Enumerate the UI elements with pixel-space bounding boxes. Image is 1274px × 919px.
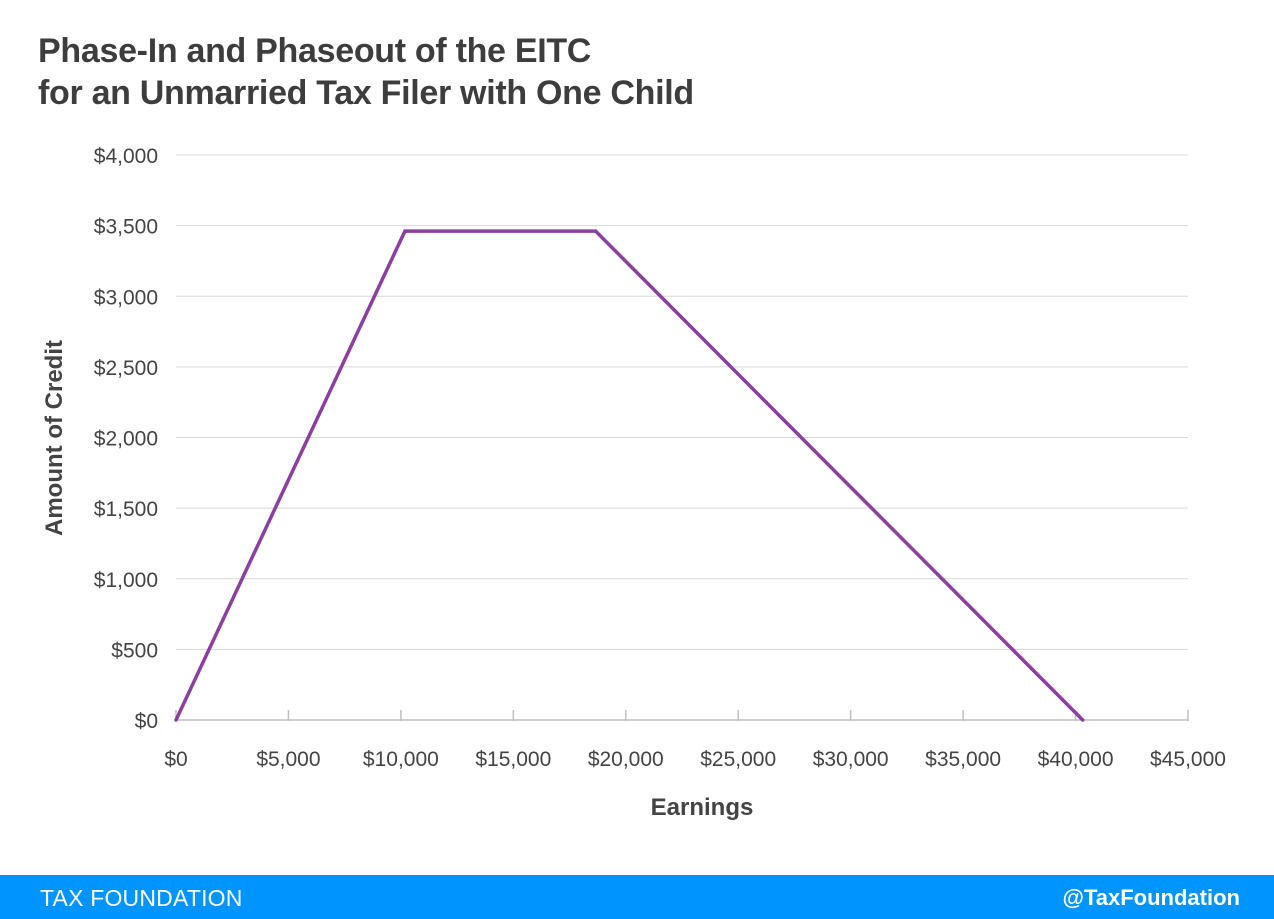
y-tick-label: $1,500 <box>94 498 158 521</box>
series-line <box>174 229 1085 722</box>
x-tick-label: $30,000 <box>813 748 889 771</box>
chart-title-line-2: for an Unmarried Tax Filer with One Chil… <box>38 74 694 112</box>
y-axis-label: Amount of Credit <box>41 340 68 536</box>
footer-bar: TAX FOUNDATION @TaxFoundation <box>0 875 1274 919</box>
footer-handle: @TaxFoundation <box>1062 885 1240 910</box>
x-tick-label: $15,000 <box>475 748 551 771</box>
x-tick-label: $20,000 <box>588 748 664 771</box>
y-tick-label: $4,000 <box>94 145 158 168</box>
x-tick-label: $10,000 <box>363 748 439 771</box>
y-tick-label: $1,000 <box>94 569 158 592</box>
x-axis-label: Earnings <box>651 794 754 821</box>
x-tick-label: $25,000 <box>700 748 776 771</box>
y-tick-label: $2,000 <box>94 428 158 451</box>
chart-title-line-1: Phase-In and Phaseout of the EITC <box>38 32 592 70</box>
y-tick-label: $500 <box>111 639 158 662</box>
series-layer <box>174 229 1085 722</box>
x-tick-label: $35,000 <box>925 748 1001 771</box>
x-axis <box>175 710 1189 721</box>
x-tick-label: $5,000 <box>256 748 320 771</box>
tick-labels: $0 $500 $1,000 $1,500 $2,000 $2,500 $3,000 $3,5… <box>94 145 1226 771</box>
chart-title: Phase-In and Phaseout of the EITC for an… <box>38 30 694 114</box>
y-tick-label: $3,500 <box>94 216 158 239</box>
y-tick-label: $0 <box>135 710 158 733</box>
x-tick-label: $0 <box>164 748 187 771</box>
footer-brand: TAX FOUNDATION <box>40 885 243 911</box>
x-tick-label: $45,000 <box>1150 748 1226 771</box>
x-tick-label: $40,000 <box>1038 748 1114 771</box>
y-tick-label: $3,000 <box>94 286 158 309</box>
gridlines <box>176 154 1188 650</box>
y-tick-label: $2,500 <box>94 357 158 380</box>
line-chart: $0 $500 $1,000 $1,500 $2,000 $2,500 $3,000 $3,5… <box>41 145 1226 821</box>
